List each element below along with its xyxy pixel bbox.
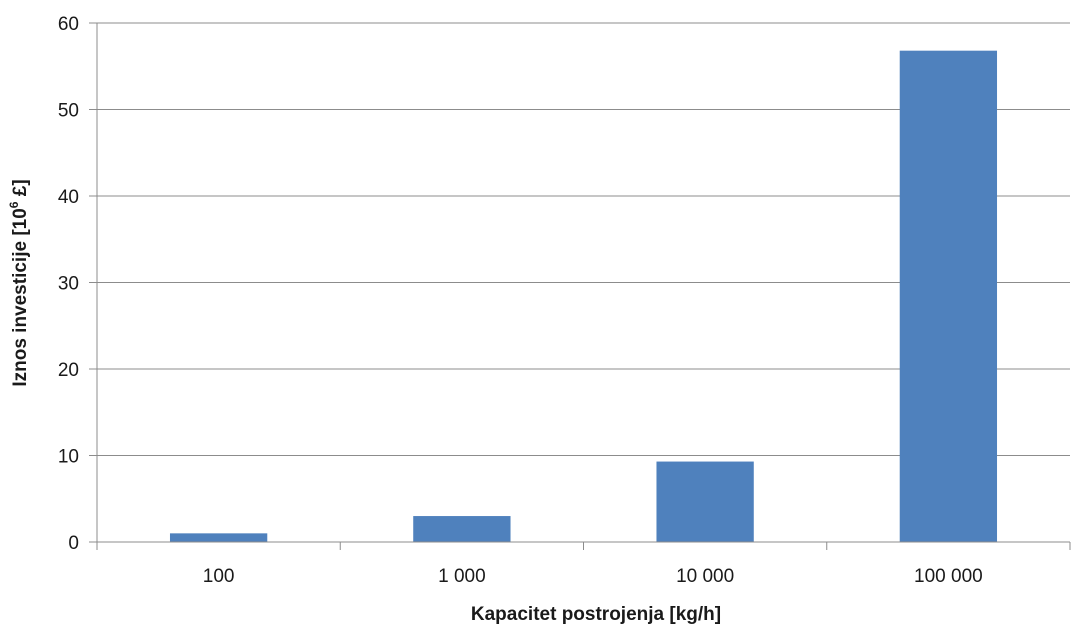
bars: [169, 50, 998, 543]
bar: [899, 50, 998, 543]
x-tick-label: 1 000: [438, 566, 486, 587]
y-tick-label: 50: [58, 101, 79, 122]
x-tick-label: 10 000: [676, 566, 734, 587]
y-axis-title: Iznos investicije [106 £]: [7, 179, 31, 386]
bar: [413, 516, 511, 542]
bar: [169, 533, 268, 542]
y-axis-title-main: Iznos investicije [10: [10, 208, 31, 386]
y-tick-label: 10: [58, 447, 79, 468]
x-tick-label: 100: [203, 566, 235, 587]
y-tick-label: 40: [58, 187, 79, 208]
axes: [89, 22, 1071, 550]
y-axis-title-unit: £]: [10, 179, 31, 201]
y-tick-label: 0: [68, 533, 79, 554]
y-tick-label: 30: [58, 274, 79, 295]
y-tick-label: 60: [58, 14, 79, 35]
bar: [656, 461, 754, 542]
x-axis-title: Kapacitet postrojenja [kg/h]: [471, 604, 721, 625]
y-tick-label: 20: [58, 360, 79, 381]
tick-labels: 0 10 20 30 40 50 60 100 1 000 10 000 100 000: [58, 14, 983, 587]
x-tick-label: 100 000: [914, 566, 983, 587]
y-axis-title-superscript: 6: [7, 201, 21, 208]
